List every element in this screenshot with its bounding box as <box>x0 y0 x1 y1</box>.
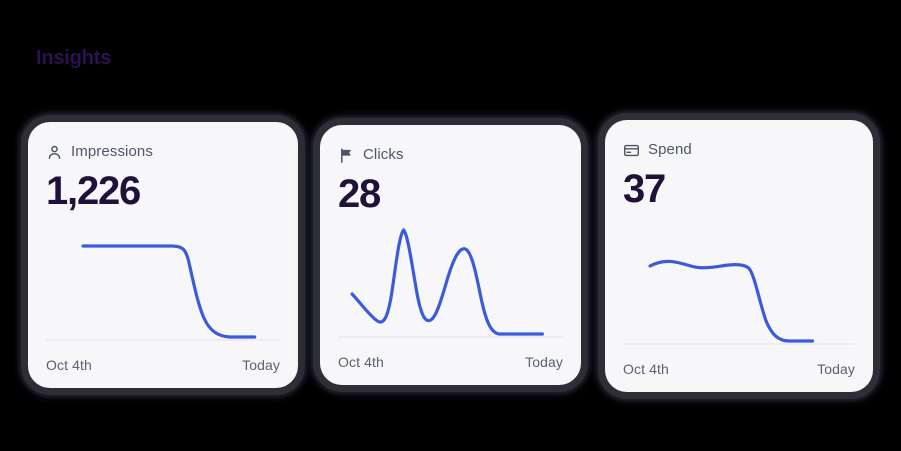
sparkline-svg <box>46 218 280 348</box>
sparkline-chart-spend <box>623 222 855 352</box>
metric-value: 1,226 <box>46 169 141 213</box>
sparkline-svg <box>623 222 855 352</box>
sparkline-chart-clicks <box>338 215 563 345</box>
flag-icon <box>338 147 355 164</box>
metric-card-body: Spend 37 Oct 4th Today <box>605 120 873 392</box>
metric-value: 37 <box>623 167 666 211</box>
chart-axis-labels: Oct 4th Today <box>623 361 855 378</box>
metric-header: Spend <box>623 140 855 160</box>
metric-label: Clicks <box>363 146 404 163</box>
metric-card-body: Impressions 1,226 Oct 4th Today <box>28 122 298 388</box>
metric-label: Impressions <box>71 143 153 160</box>
metric-card-body: Clicks 28 Oct 4th Today <box>320 125 581 385</box>
metric-header: Impressions <box>46 142 280 162</box>
metric-card-clicks[interactable]: Clicks 28 Oct 4th Today <box>320 125 581 385</box>
chart-line-impressions <box>83 246 255 337</box>
chart-line-spend <box>650 261 812 341</box>
credit-card-icon <box>623 142 640 159</box>
metric-card-list: Impressions 1,226 Oct 4th Today <box>0 110 901 410</box>
chart-line-clicks <box>352 230 542 334</box>
axis-start-label: Oct 4th <box>338 354 384 370</box>
axis-start-label: Oct 4th <box>623 361 669 377</box>
person-icon <box>46 144 63 161</box>
metric-value: 28 <box>338 172 381 216</box>
metric-label: Spend <box>648 141 692 158</box>
metric-header: Clicks <box>338 145 563 165</box>
metric-card-spend[interactable]: Spend 37 Oct 4th Today <box>605 120 873 392</box>
sparkline-chart-impressions <box>46 218 280 348</box>
axis-start-label: Oct 4th <box>46 357 92 373</box>
metric-card-impressions[interactable]: Impressions 1,226 Oct 4th Today <box>28 122 298 388</box>
axis-end-label: Today <box>525 354 563 370</box>
chart-axis-labels: Oct 4th Today <box>338 354 563 371</box>
page-title: Insights <box>36 47 112 69</box>
axis-end-label: Today <box>817 361 855 377</box>
chart-axis-labels: Oct 4th Today <box>46 357 280 374</box>
axis-end-label: Today <box>242 357 280 373</box>
sparkline-svg <box>338 215 563 345</box>
